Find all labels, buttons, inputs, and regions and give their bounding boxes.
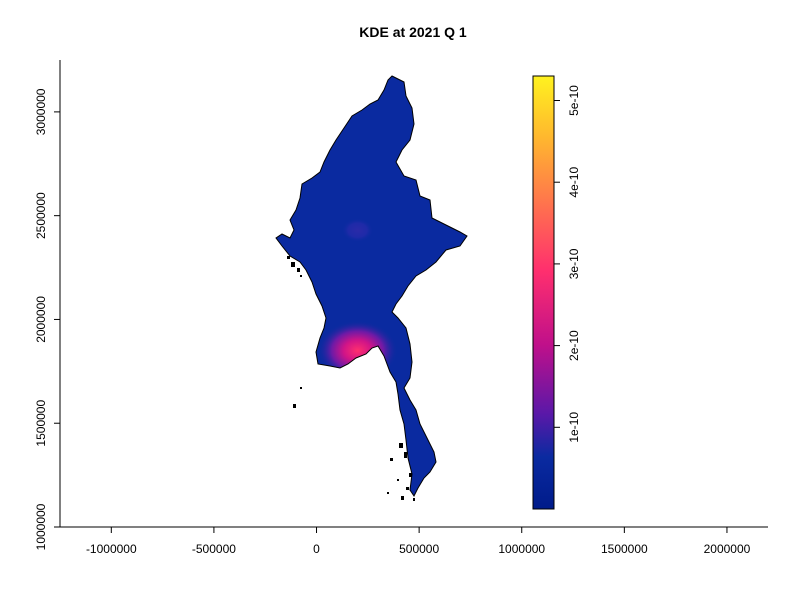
x-tick-label: 0: [313, 542, 320, 556]
y-tick-label: 1000000: [34, 503, 48, 550]
colorbar-tick-label: 3e-10: [567, 248, 581, 279]
chart-title: KDE at 2021 Q 1: [359, 24, 467, 40]
x-tick-label: -1000000: [86, 542, 137, 556]
y-tick-label: 2000000: [34, 296, 48, 343]
density-background: [276, 76, 467, 496]
colorbar-tick-label: 4e-10: [567, 167, 581, 198]
x-tick-label: 2000000: [704, 542, 751, 556]
density-hotspot-south: [317, 320, 398, 381]
y-axis: 1000000 1500000 2000000 2500000 3000000: [34, 60, 61, 550]
x-tick-label: 500000: [399, 542, 439, 556]
colorbar-gradient: [532, 75, 555, 510]
x-tick-label: 1500000: [601, 542, 648, 556]
x-axis: -1000000 -500000 0 500000 1000000 1500000 2000…: [60, 526, 768, 556]
colorbar-tick-label: 5e-10: [567, 85, 581, 116]
colorbar: 1e-10 2e-10 3e-10 4e-10 5e-10: [532, 75, 581, 510]
density-hotspot-north: [341, 218, 374, 243]
y-tick-label: 2500000: [34, 192, 48, 239]
colorbar-tick-label: 2e-10: [567, 330, 581, 361]
coastal-islands: [287, 256, 415, 501]
x-tick-label: -500000: [192, 542, 236, 556]
y-tick-label: 1500000: [34, 400, 48, 447]
density-map: [275, 75, 468, 501]
x-tick-label: 1000000: [498, 542, 545, 556]
country-outline: [275, 75, 468, 497]
colorbar-tick-label: 1e-10: [567, 412, 581, 443]
y-tick-label: 3000000: [34, 88, 48, 135]
